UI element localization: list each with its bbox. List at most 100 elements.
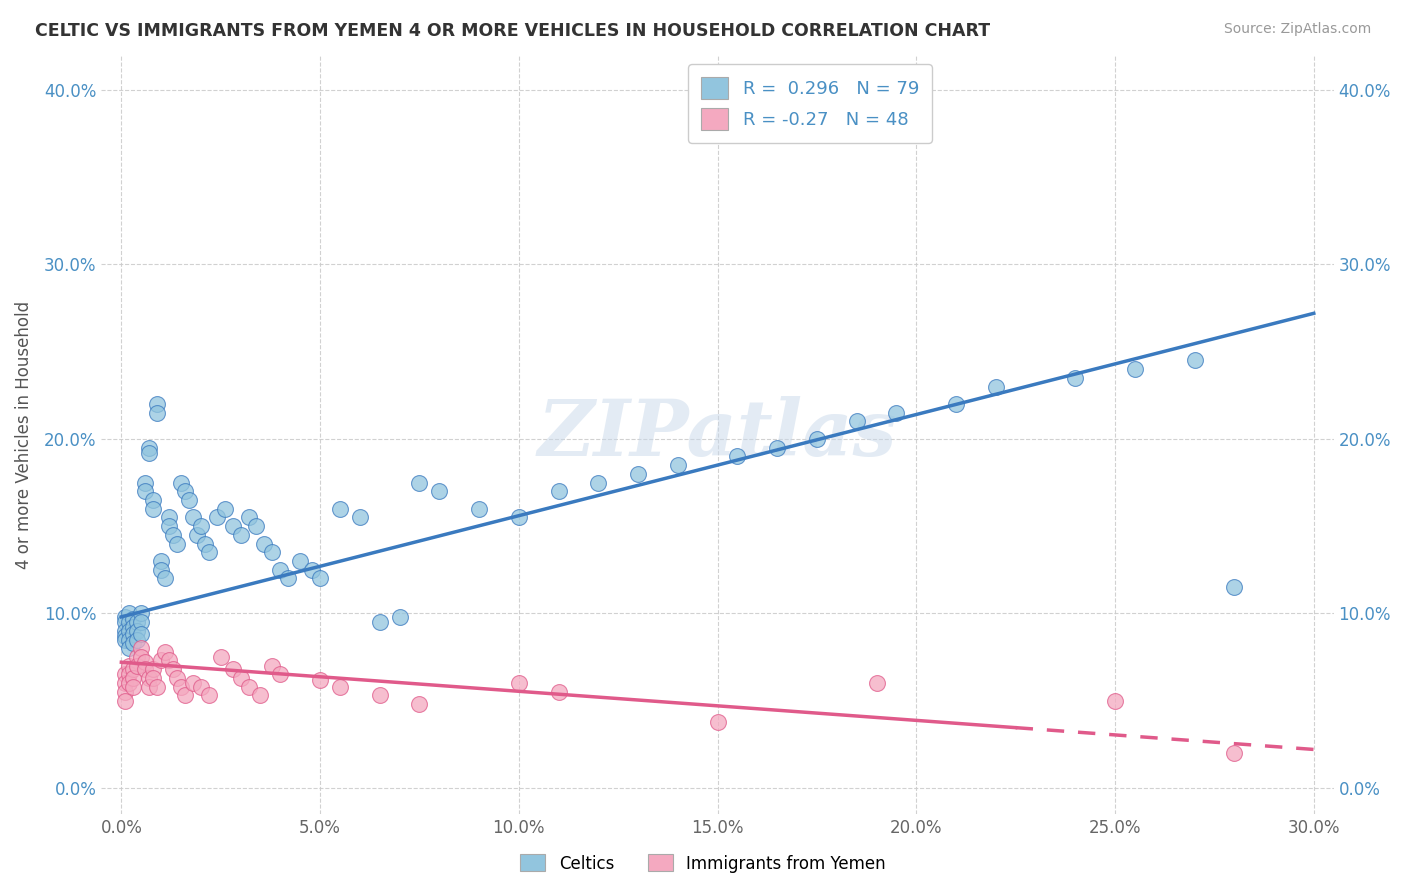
Point (127, 632, 149, 647)
Point (865, 676, 887, 690)
Point (388, 610, 411, 624)
Point (153, 645, 176, 659)
Legend: Celtics, Immigrants from Yemen: Celtics, Immigrants from Yemen (513, 847, 893, 880)
Point (134, 484, 156, 499)
Point (138, 671, 160, 685)
Point (162, 662, 184, 676)
Point (153, 572, 176, 586)
Point (368, 689, 391, 703)
Point (134, 475, 156, 490)
Point (118, 676, 141, 690)
Point (221, 662, 243, 676)
Point (269, 563, 291, 577)
Point (129, 607, 152, 621)
Point (118, 641, 141, 656)
Point (129, 641, 152, 656)
Point (166, 671, 188, 685)
Point (142, 493, 165, 508)
Point (146, 406, 169, 420)
Point (1123, 362, 1146, 376)
Point (886, 406, 908, 420)
Point (666, 458, 689, 472)
Point (122, 662, 145, 676)
Point (190, 519, 212, 533)
Point (229, 528, 252, 542)
Point (245, 519, 267, 533)
Point (170, 475, 193, 490)
Point (122, 627, 145, 641)
Point (1184, 353, 1206, 368)
Point (197, 689, 219, 703)
Point (262, 545, 284, 559)
Point (197, 545, 219, 559)
Point (508, 676, 530, 690)
Point (114, 685, 136, 699)
Point (127, 650, 149, 665)
Point (122, 680, 145, 694)
Point (146, 680, 169, 694)
Point (309, 673, 332, 687)
Point (214, 501, 236, 516)
Point (725, 450, 748, 464)
Point (1064, 371, 1087, 385)
Point (118, 607, 141, 621)
Point (1223, 580, 1246, 594)
Point (134, 662, 156, 676)
Point (845, 415, 868, 429)
Point (229, 671, 252, 685)
Point (114, 693, 136, 707)
Point (114, 610, 136, 624)
Point (588, 475, 610, 490)
Point (150, 653, 173, 667)
Point (408, 475, 430, 490)
Point (118, 632, 141, 647)
Point (262, 658, 284, 673)
Point (301, 563, 323, 577)
Point (194, 536, 217, 550)
Point (1223, 746, 1246, 760)
Point (249, 689, 271, 703)
Point (150, 554, 173, 568)
Point (329, 501, 352, 516)
Point (269, 667, 291, 681)
Point (114, 629, 136, 643)
Point (277, 572, 299, 586)
Point (142, 671, 165, 685)
Point (157, 653, 180, 667)
Point (427, 484, 450, 499)
Point (174, 689, 197, 703)
Point (547, 484, 569, 499)
Point (138, 446, 160, 460)
Point (408, 697, 430, 711)
Point (157, 510, 180, 524)
Point (368, 615, 391, 629)
Point (627, 467, 650, 481)
Point (114, 676, 136, 690)
Point (146, 397, 169, 411)
Point (129, 627, 152, 641)
Point (129, 615, 152, 629)
Point (138, 441, 160, 455)
Text: CELTIC VS IMMIGRANTS FROM YEMEN 4 OR MORE VEHICLES IN HOUSEHOLD CORRELATION CHAR: CELTIC VS IMMIGRANTS FROM YEMEN 4 OR MOR… (35, 22, 990, 40)
Point (547, 685, 569, 699)
Point (181, 510, 204, 524)
Point (150, 563, 173, 577)
Point (122, 636, 145, 650)
Point (349, 510, 371, 524)
Point (984, 379, 1007, 393)
Point (1104, 693, 1126, 707)
Text: Source: ZipAtlas.com: Source: ZipAtlas.com (1223, 22, 1371, 37)
Y-axis label: 4 or more Vehicles in Household: 4 or more Vehicles in Household (15, 301, 32, 568)
Point (142, 662, 165, 676)
Point (118, 615, 141, 629)
Point (166, 536, 188, 550)
Point (766, 441, 789, 455)
Point (468, 501, 491, 516)
Point (127, 624, 149, 638)
Point (238, 510, 260, 524)
Point (238, 680, 260, 694)
Point (114, 632, 136, 647)
Point (253, 536, 276, 550)
Point (142, 501, 165, 516)
Point (114, 667, 136, 681)
